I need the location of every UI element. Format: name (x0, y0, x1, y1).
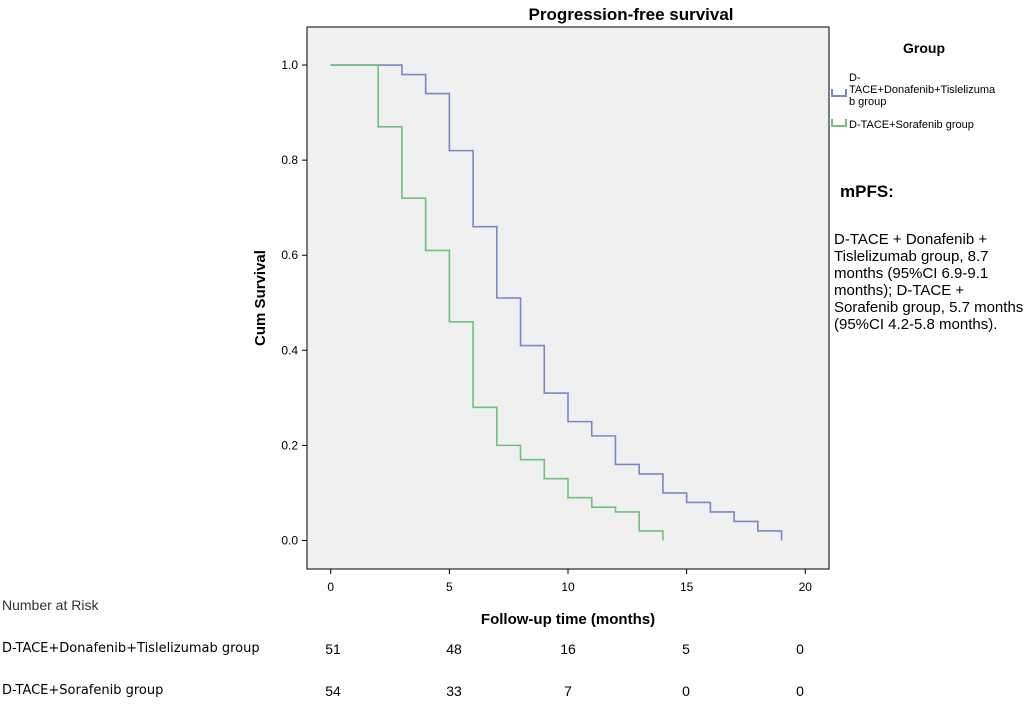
mpfs-title: mPFS: (840, 182, 894, 201)
risk-value: 5 (682, 641, 690, 657)
legend-label-sorafenib: D-TACE+Sorafenib group (849, 119, 974, 131)
risk-value: 33 (446, 683, 462, 699)
y-axis-title: Cum Survival (252, 250, 269, 346)
risk-value: 7 (564, 683, 572, 699)
risk-value: 48 (446, 641, 462, 657)
risk-value: 0 (682, 683, 690, 699)
x-tick-label: 20 (799, 580, 813, 594)
mpfs-text: D-TACE + Donafenib + Tislelizumab group,… (834, 231, 1024, 333)
x-tick-label: 10 (561, 580, 575, 594)
chart-title: Progression-free survival (528, 5, 733, 24)
y-tick-label: 0.0 (281, 533, 298, 547)
y-tick-label: 0.8 (281, 153, 298, 167)
y-tick-label: 0.6 (281, 248, 298, 262)
y-tick-label: 0.2 (281, 438, 298, 452)
risk-value: 54 (325, 683, 341, 699)
x-axis: 0 5 10 15 20 (327, 569, 812, 594)
legend-swatch-sorafenib (831, 119, 847, 127)
y-axis: 0.0 0.2 0.4 0.6 0.8 1.0 (281, 58, 307, 547)
legend-title: Group (903, 40, 945, 56)
x-tick-label: 15 (680, 580, 694, 594)
series-lines (330, 64, 783, 541)
risk-value: 16 (560, 641, 576, 657)
x-tick-label: 0 (327, 580, 334, 594)
y-tick-label: 0.4 (281, 343, 298, 357)
series-line-sorafenib (330, 64, 664, 541)
y-tick-label: 1.0 (281, 58, 298, 72)
x-axis-title: Follow-up time (months) (481, 611, 655, 628)
risk-value: 51 (325, 641, 341, 657)
risk-table-title: Number at Risk (2, 597, 99, 613)
legend-label-donafenib: D- TACE+Donafenib+Tislelizuma b group (849, 72, 996, 108)
risk-row-label-sorafenib: D-TACE+Sorafenib group (2, 683, 164, 698)
series-line-donafenib (330, 64, 783, 541)
risk-row-label-donafenib: D-TACE+Donafenib+Tislelizumab group (2, 641, 260, 656)
risk-value: 0 (796, 641, 804, 657)
x-tick-label: 5 (446, 580, 453, 594)
legend-swatch-donafenib (831, 89, 847, 97)
risk-value: 0 (796, 683, 804, 699)
